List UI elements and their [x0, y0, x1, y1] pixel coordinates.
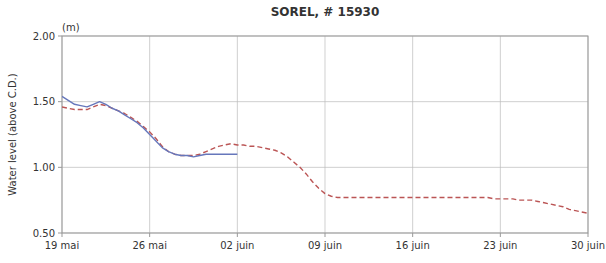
x-tick-label: 30 juin: [571, 240, 605, 251]
title: SOREL, # 15930: [271, 5, 380, 19]
y-tick: [58, 167, 62, 168]
axes: 19 mai 26 mai 02 juin 09 juin 16 juin 23 juin…: [33, 31, 605, 252]
x-tick: [588, 233, 589, 237]
chart: 19 mai 26 mai 02 juin 09 juin 16 juin 23 juin…: [0, 0, 606, 263]
y-grid-line: [62, 167, 588, 168]
y-tick-label: 2.00: [33, 31, 55, 42]
x-tick: [237, 233, 238, 237]
x-grid-line: [325, 36, 326, 233]
x-tick: [412, 233, 413, 237]
y-tick-label: 1.50: [33, 96, 55, 107]
line-dashed: [62, 104, 588, 213]
y-tick: [58, 36, 62, 37]
annotation: (m): [62, 22, 80, 33]
x-grid-line: [500, 36, 501, 233]
x-grid-line: [412, 36, 413, 233]
line-solid: [62, 96, 237, 156]
y-tick-label: 1.00: [33, 162, 55, 173]
plot-frame: [62, 36, 588, 233]
x-tick-label: 26 mai: [132, 240, 167, 251]
x-tick-label: 02 juin: [220, 240, 254, 251]
grid: [62, 36, 588, 233]
y-tick: [58, 101, 62, 102]
x-tick: [325, 233, 326, 237]
y-axis-label: Water level (above C.D.): [7, 73, 18, 195]
series-group: [62, 96, 588, 213]
background: [0, 0, 606, 263]
y-tick: [58, 233, 62, 234]
x-tick: [149, 233, 150, 237]
x-tick-label: 19 mai: [45, 240, 80, 251]
x-tick: [62, 233, 63, 237]
y-grid-line: [62, 101, 588, 102]
x-tick-label: 09 juin: [308, 240, 342, 251]
x-grid-line: [237, 36, 238, 233]
y-tick-label: 0.50: [33, 228, 55, 239]
x-tick-label: 16 juin: [396, 240, 430, 251]
x-tick: [500, 233, 501, 237]
x-tick-label: 23 juin: [483, 240, 517, 251]
